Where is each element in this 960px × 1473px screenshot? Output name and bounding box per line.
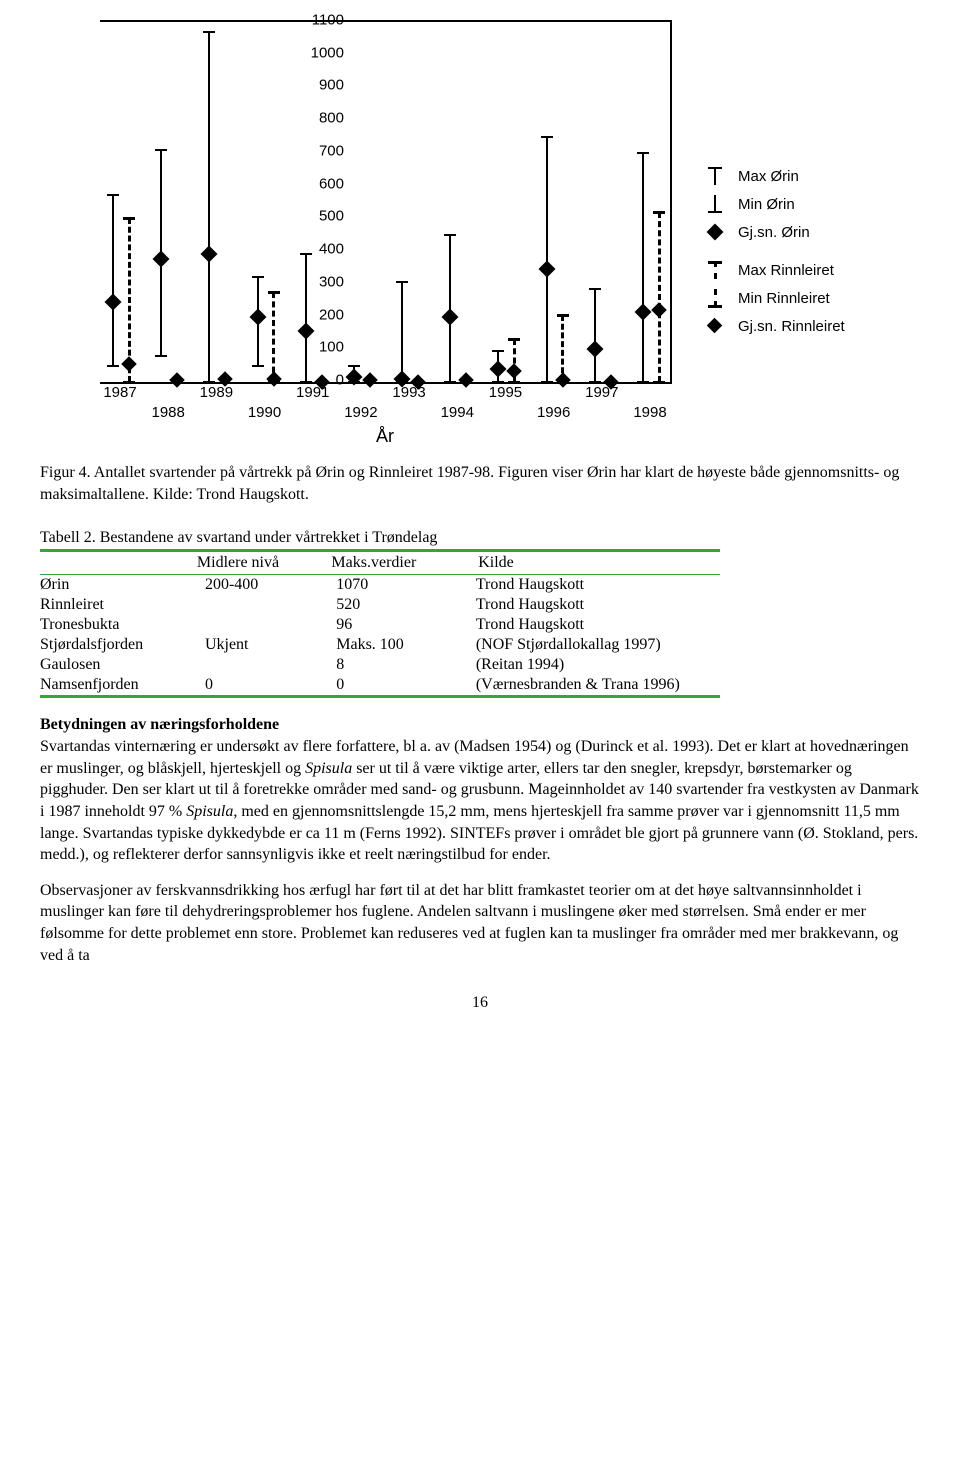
table-cell: Rinnleiret [40,595,205,615]
table-cell: 1070 [336,575,476,595]
section-heading: Betydningen av næringsforholdene [40,716,920,734]
legend-icon-mean-orin [700,221,730,243]
legend-mean-rinn: Gj.sn. Rinnleiret [700,315,845,337]
table-label: Tabell 2. [40,529,96,546]
table-cell: (Værnesbranden & Trana 1996) [476,675,720,695]
legend-label: Gj.sn. Ørin [738,224,810,241]
data-table-body: Ørin200-4001070Trond HaugskottRinnleiret… [40,575,720,695]
table-cell: Tronesbukta [40,615,205,635]
legend-label: Max Rinnleiret [738,262,834,279]
table-cell: 520 [336,595,476,615]
y-tick-label: 500 [294,208,344,225]
legend-label: Max Ørin [738,168,799,185]
table-cell: Ørin [40,575,205,595]
legend-icon-max-rinn [700,259,730,281]
y-tick-label: 1000 [294,44,344,61]
x-tick-label: 1994 [441,404,474,421]
figure-label: Figur 4. [40,464,91,481]
table-title-text: Bestandene av svartand under vårtrekket … [96,529,438,546]
legend-icon-min-orin [700,193,730,215]
table-title: Tabell 2. Bestandene av svartand under v… [40,529,920,547]
x-tick-label: 1988 [151,404,184,421]
y-tick-label: 100 [294,339,344,356]
legend-label: Min Rinnleiret [738,290,830,307]
legend-icon-min-rinn [700,287,730,309]
y-tick-label: 1100 [294,12,344,29]
table-header-row: Midlere nivå Maks.verdier Kilde [40,552,720,574]
x-tick-label: 1992 [344,404,377,421]
y-tick-label: 200 [294,306,344,323]
y-tick-label: 800 [294,110,344,127]
table-cell: 0 [205,675,336,695]
table-cell [205,615,336,635]
table-cell: 96 [336,615,476,635]
p1-it1: Spisula [305,760,352,777]
legend-label: Min Ørin [738,196,795,213]
table-cell: (Reitan 1994) [476,655,720,675]
legend-label: Gj.sn. Rinnleiret [738,318,845,335]
table-row: Tronesbukta 96Trond Haugskott [40,615,720,635]
legend-min-rinn: Min Rinnleiret [700,287,845,309]
y-tick-label: 700 [294,142,344,159]
x-axis-title: År [100,426,670,447]
table-row: Rinnleiret 520Trond Haugskott [40,595,720,615]
page: 0 100 200 300 400 500 600 700 800 900 1000 1100 198… [0,0,960,1052]
y-tick-label: 300 [294,273,344,290]
table-col-2: Maks.verdier [331,552,478,574]
table-cell: Namsenfjorden [40,675,205,695]
x-tick-label: 1998 [633,404,666,421]
table-row: Namsenfjorden00(Værnesbranden & Trana 19… [40,675,720,695]
table-row: Gaulosen 8(Reitan 1994) [40,655,720,675]
x-tick-label: 1987 [103,384,136,401]
table-row: StjørdalsfjordenUkjentMaks. 100(NOF Stjø… [40,635,720,655]
table-col-3: Kilde [478,552,720,574]
x-tick-label: 1990 [248,404,281,421]
x-tick-label: 1991 [296,384,329,401]
x-tick-label: 1989 [200,384,233,401]
y-tick-label: 400 [294,241,344,258]
x-tick-label: 1995 [489,384,522,401]
table-cell: Gaulosen [40,655,205,675]
figure-caption: Figur 4. Antallet svartender på vårtrekk… [40,462,920,505]
chart: 010020030040050060070080090010001100 198… [40,20,920,450]
figure-caption-text: Antallet svartender på vårtrekk på Ørin … [40,464,899,503]
legend-icon-max-orin [700,165,730,187]
x-tick-label: 1997 [585,384,618,401]
data-table: Midlere nivå Maks.verdier Kilde [40,552,720,574]
x-tick-label: 1993 [392,384,425,401]
plot-area [100,20,672,384]
table-cell [205,655,336,675]
table-cell: Trond Haugskott [476,575,720,595]
table-cell: Ukjent [205,635,336,655]
table-cell: Trond Haugskott [476,615,720,635]
page-number: 16 [40,994,920,1012]
y-tick-label: 600 [294,175,344,192]
legend-mean-orin: Gj.sn. Ørin [700,221,845,243]
legend-max-rinn: Max Rinnleiret [700,259,845,281]
table-row: Ørin200-4001070Trond Haugskott [40,575,720,595]
table-col-0 [40,552,197,574]
table-cell: Trond Haugskott [476,595,720,615]
y-tick-label: 900 [294,77,344,94]
legend-max-orin: Max Ørin [700,165,845,187]
table-cell: Stjørdalsfjorden [40,635,205,655]
table-cell [205,595,336,615]
legend-min-orin: Min Ørin [700,193,845,215]
x-tick-label: 1996 [537,404,570,421]
table-cell: (NOF Stjørdallokallag 1997) [476,635,720,655]
table-bottom-rule [40,695,720,698]
table-cell: Maks. 100 [336,635,476,655]
table-cell: 0 [336,675,476,695]
table-cell: 8 [336,655,476,675]
body-paragraph-2: Observasjoner av ferskvannsdrikking hos … [40,880,920,966]
legend: Max Ørin Min Ørin Gj.sn. Ørin [700,165,845,343]
table-cell: 200-400 [205,575,336,595]
table-col-1: Midlere nivå [197,552,332,574]
body-paragraph-1: Svartandas vinternæring er undersøkt av … [40,736,920,866]
p1-it2: Spisula [186,803,233,820]
legend-icon-mean-rinn [700,315,730,337]
